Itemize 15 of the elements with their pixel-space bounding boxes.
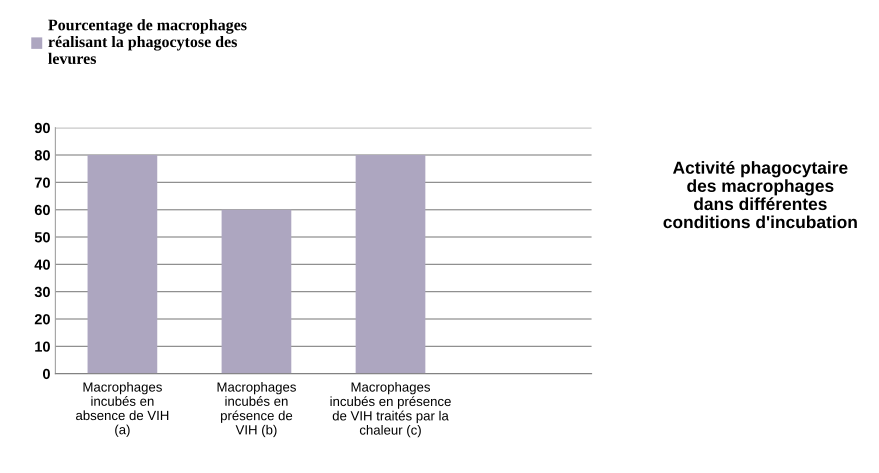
y-tick-label: 90 xyxy=(34,122,50,134)
x-tick-label: Macrophages incubés en absence de VIH (a) xyxy=(76,382,168,437)
y-tick-label: 50 xyxy=(34,232,50,242)
y-tick-label: 20 xyxy=(34,314,50,324)
y-tick-label: 0 xyxy=(42,368,50,380)
y-tick-label: 70 xyxy=(34,177,50,188)
text: Activité phagocytaire des macrophages dans différentes conditions d'incubation xyxy=(663,160,857,228)
y-tick-label: 30 xyxy=(34,286,50,298)
x-tick-label: Macrophages incubés en présence de VIH (b) xyxy=(218,382,296,438)
y-tick-label: 60 xyxy=(34,204,50,216)
y-tick-label: 80 xyxy=(34,150,50,160)
y-tick-label: 40 xyxy=(34,259,50,270)
x-tick-label: Macrophages incubés en présence de VIH traités par la chaleur (c) xyxy=(330,382,451,438)
y-tick-label: 10 xyxy=(35,341,50,352)
legend-label: Pourcentage de macrophages réalisant la phagocytose des levures xyxy=(48,19,247,64)
